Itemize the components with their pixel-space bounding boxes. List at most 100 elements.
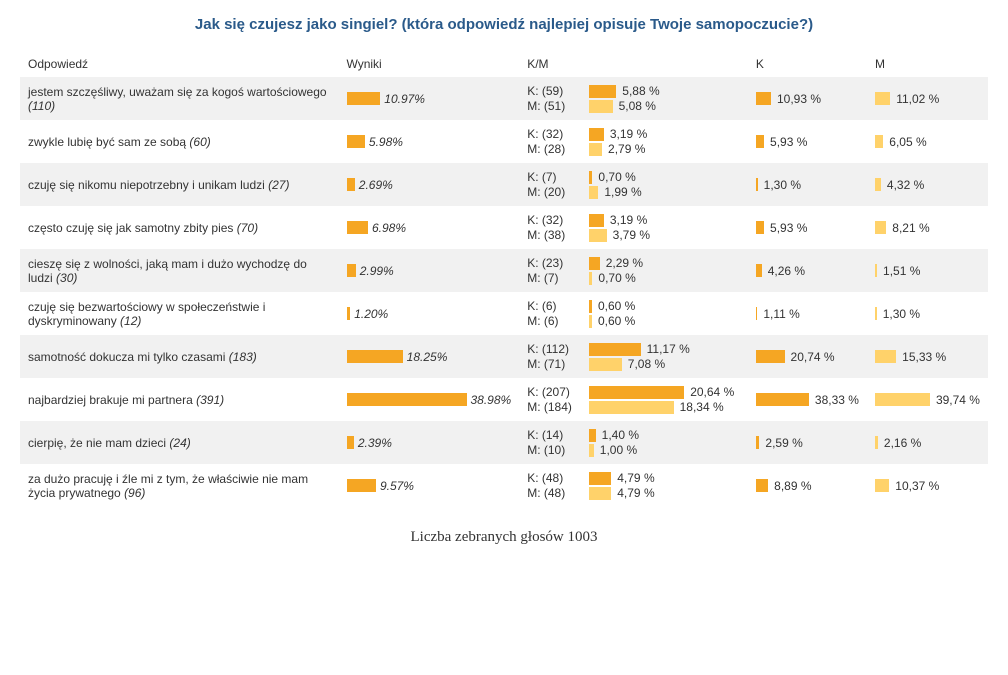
k-label: K: (23) bbox=[527, 256, 583, 270]
k-col-cell: 38,33 % bbox=[748, 378, 867, 421]
k-col-pct: 5,93 % bbox=[770, 135, 807, 149]
k-pct: 5,88 % bbox=[622, 84, 659, 98]
km-cell: K: (6)0,60 %M: (6)0,60 % bbox=[519, 292, 748, 335]
m-bar bbox=[589, 272, 592, 285]
result-pct: 10.97% bbox=[384, 92, 425, 106]
result-bar bbox=[347, 436, 354, 449]
k-pct: 1,40 % bbox=[602, 428, 639, 442]
poll-table: Odpowiedź Wyniki K/M K M jestem szczęśli… bbox=[20, 51, 988, 507]
k-bar bbox=[589, 300, 592, 313]
m-pct: 0,70 % bbox=[598, 271, 635, 285]
m-label: M: (184) bbox=[527, 400, 583, 414]
m-col-pct: 1,30 % bbox=[883, 307, 920, 321]
answer-text: jestem szczęśliwy, uważam się za kogoś w… bbox=[28, 85, 327, 99]
answer-count: (27) bbox=[268, 178, 289, 192]
results-cell: 5.98% bbox=[339, 120, 520, 163]
k-col-bar bbox=[756, 221, 764, 234]
m-col-cell: 4,32 % bbox=[867, 163, 988, 206]
result-pct: 38.98% bbox=[471, 393, 512, 407]
k-col-pct: 4,26 % bbox=[768, 264, 805, 278]
k-bar bbox=[589, 257, 600, 270]
answer-text: często czuję się jak samotny zbity pies bbox=[28, 221, 233, 235]
table-row: jestem szczęśliwy, uważam się za kogoś w… bbox=[20, 77, 988, 120]
table-row: cierpię, że nie mam dzieci (24)2.39%K: (… bbox=[20, 421, 988, 464]
k-col-bar bbox=[756, 393, 809, 406]
m-bar bbox=[589, 143, 602, 156]
answer-count: (24) bbox=[169, 436, 190, 450]
k-bar bbox=[589, 429, 595, 442]
result-bar bbox=[347, 307, 351, 320]
result-pct: 9.57% bbox=[380, 479, 414, 493]
answer-count: (12) bbox=[120, 314, 141, 328]
m-bar bbox=[589, 358, 622, 371]
answer-cell: czuję się nikomu niepotrzebny i unikam l… bbox=[20, 163, 339, 206]
km-cell: K: (112)11,17 %M: (71)7,08 % bbox=[519, 335, 748, 378]
m-bar bbox=[589, 487, 611, 500]
m-col-bar bbox=[875, 178, 881, 191]
km-cell: K: (14)1,40 %M: (10)1,00 % bbox=[519, 421, 748, 464]
k-bar bbox=[589, 472, 611, 485]
m-col-bar bbox=[875, 436, 878, 449]
m-col-bar bbox=[875, 479, 889, 492]
answer-cell: cieszę się z wolności, jaką mam i dużo w… bbox=[20, 249, 339, 292]
m-col-bar bbox=[875, 393, 930, 406]
k-col-bar bbox=[756, 436, 760, 449]
answer-cell: za dużo pracuję i źle mi z tym, że właśc… bbox=[20, 464, 339, 507]
m-pct: 4,79 % bbox=[617, 486, 654, 500]
header-k: K bbox=[748, 51, 867, 77]
k-pct: 2,29 % bbox=[606, 256, 643, 270]
m-col-cell: 8,21 % bbox=[867, 206, 988, 249]
m-pct: 0,60 % bbox=[598, 314, 635, 328]
k-col-pct: 8,89 % bbox=[774, 479, 811, 493]
k-col-pct: 2,59 % bbox=[765, 436, 802, 450]
table-row: czuję się nikomu niepotrzebny i unikam l… bbox=[20, 163, 988, 206]
answer-count: (183) bbox=[229, 350, 257, 364]
answer-count: (30) bbox=[56, 271, 77, 285]
m-label: M: (28) bbox=[527, 142, 583, 156]
result-bar bbox=[347, 178, 355, 191]
k-pct: 11,17 % bbox=[647, 342, 690, 356]
vote-count-footer: Liczba zebranych głosów 1003 bbox=[20, 529, 988, 546]
results-cell: 10.97% bbox=[339, 77, 520, 120]
m-label: M: (51) bbox=[527, 99, 583, 113]
m-col-pct: 1,51 % bbox=[883, 264, 920, 278]
k-label: K: (7) bbox=[527, 170, 583, 184]
m-col-pct: 6,05 % bbox=[889, 135, 926, 149]
k-label: K: (32) bbox=[527, 213, 583, 227]
k-col-cell: 5,93 % bbox=[748, 120, 867, 163]
answer-text: zwykle lubię być sam ze sobą bbox=[28, 135, 186, 149]
k-col-bar bbox=[756, 307, 758, 320]
k-col-bar bbox=[756, 178, 758, 191]
km-cell: K: (48)4,79 %M: (48)4,79 % bbox=[519, 464, 748, 507]
answer-text: najbardziej brakuje mi partnera bbox=[28, 393, 193, 407]
m-col-cell: 11,02 % bbox=[867, 77, 988, 120]
results-cell: 2.99% bbox=[339, 249, 520, 292]
table-row: za dużo pracuję i źle mi z tym, że właśc… bbox=[20, 464, 988, 507]
k-label: K: (32) bbox=[527, 127, 583, 141]
m-col-pct: 11,02 % bbox=[896, 92, 939, 106]
k-col-bar bbox=[756, 92, 771, 105]
m-col-bar bbox=[875, 92, 890, 105]
answer-text: za dużo pracuję i źle mi z tym, że właśc… bbox=[28, 472, 308, 500]
m-col-bar bbox=[875, 264, 877, 277]
m-col-pct: 15,33 % bbox=[902, 350, 946, 364]
answer-count: (70) bbox=[237, 221, 258, 235]
result-pct: 2.69% bbox=[359, 178, 393, 192]
km-cell: K: (32)3,19 %M: (28)2,79 % bbox=[519, 120, 748, 163]
header-km: K/M bbox=[519, 51, 748, 77]
m-bar bbox=[589, 444, 594, 457]
result-pct: 5.98% bbox=[369, 135, 403, 149]
poll-title: Jak się czujesz jako singiel? (która odp… bbox=[20, 16, 988, 33]
table-row: zwykle lubię być sam ze sobą (60)5.98%K:… bbox=[20, 120, 988, 163]
k-col-cell: 5,93 % bbox=[748, 206, 867, 249]
results-cell: 2.69% bbox=[339, 163, 520, 206]
m-col-pct: 8,21 % bbox=[892, 221, 929, 235]
k-label: K: (48) bbox=[527, 471, 583, 485]
m-bar bbox=[589, 401, 673, 414]
answer-text: samotność dokucza mi tylko czasami bbox=[28, 350, 225, 364]
table-row: cieszę się z wolności, jaką mam i dużo w… bbox=[20, 249, 988, 292]
m-col-cell: 1,30 % bbox=[867, 292, 988, 335]
result-bar bbox=[347, 135, 365, 148]
m-col-pct: 4,32 % bbox=[887, 178, 924, 192]
table-row: czuję się bezwartościowy w społeczeństwi… bbox=[20, 292, 988, 335]
